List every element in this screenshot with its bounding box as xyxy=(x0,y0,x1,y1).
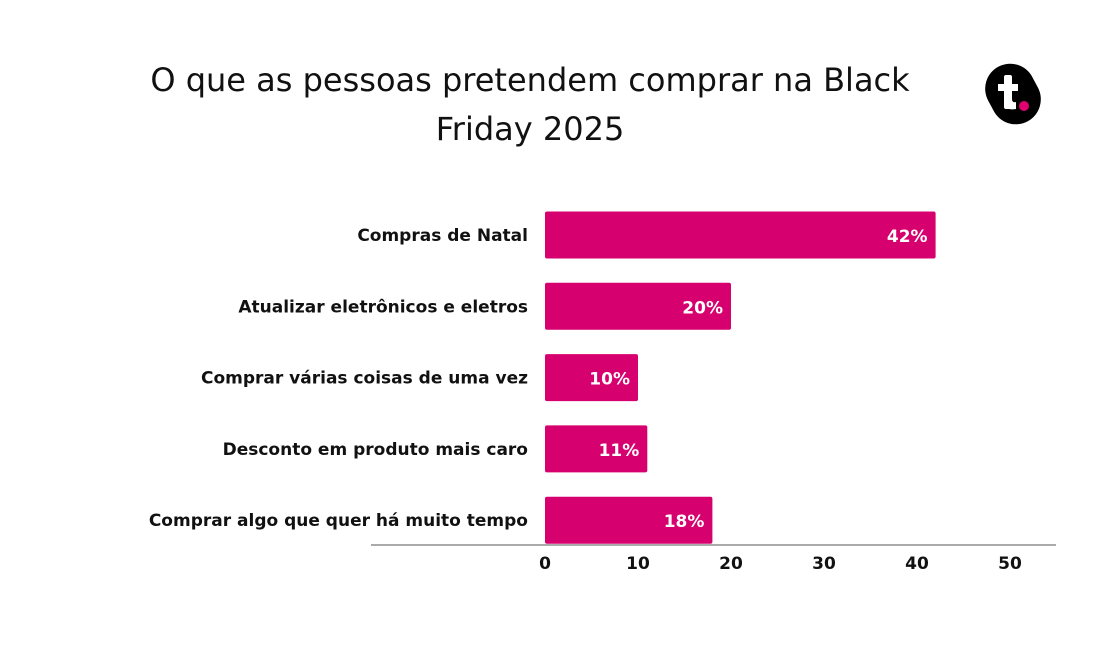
x-tick-label: 10 xyxy=(626,554,650,574)
bar xyxy=(545,282,731,330)
data-label: 18% xyxy=(664,512,705,532)
data-label: 11% xyxy=(599,441,640,461)
x-tick-label: 30 xyxy=(812,554,836,574)
category-label: Comprar várias coisas de uma vez xyxy=(201,369,528,389)
data-label: 10% xyxy=(589,370,630,390)
category-label: Desconto em produto mais caro xyxy=(223,440,528,460)
chart-title: O que as pessoas pretendem comprar na Bl… xyxy=(100,56,960,154)
bar xyxy=(545,354,638,402)
x-tick-label: 0 xyxy=(539,554,551,574)
x-tick-label: 20 xyxy=(719,554,743,574)
data-label: 20% xyxy=(682,298,723,318)
bar xyxy=(545,211,936,259)
brand-logo xyxy=(985,63,1041,125)
category-label: Comprar algo que quer há muito tempo xyxy=(149,511,528,531)
category-label: Compras de Natal xyxy=(357,226,528,246)
chart-title-line-1: O que as pessoas pretendem comprar na Bl… xyxy=(150,61,910,99)
category-label: Atualizar eletrônicos e eletros xyxy=(238,297,528,317)
chart-title-line-2: Friday 2025 xyxy=(435,110,625,148)
bar xyxy=(545,496,713,544)
bar xyxy=(545,425,648,473)
x-tick-label: 40 xyxy=(905,554,929,574)
data-label: 42% xyxy=(887,227,928,247)
x-tick-label: 50 xyxy=(998,554,1022,574)
